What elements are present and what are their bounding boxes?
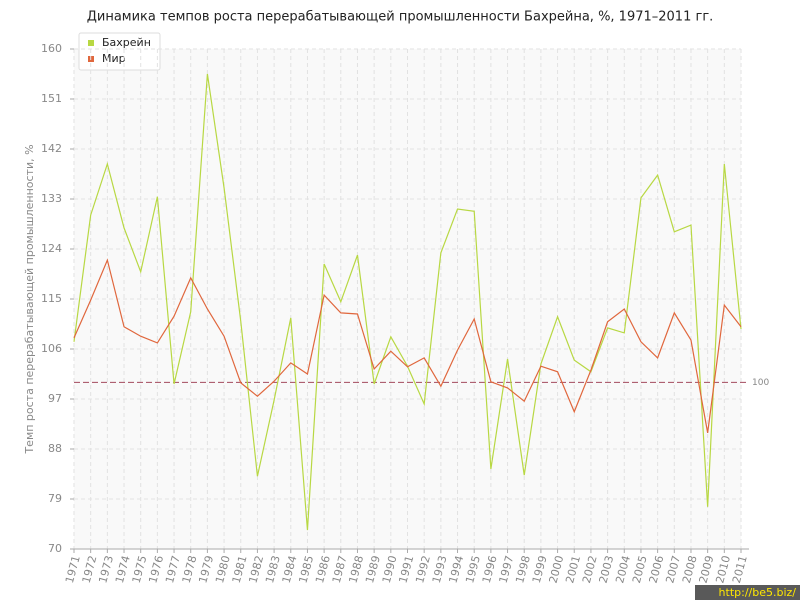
y-axis-label: Темп роста перерабатывающей промышленнос…	[23, 144, 36, 454]
legend: Бахрейн Мир	[78, 32, 161, 71]
reference-label: 100	[752, 378, 769, 388]
y-tick-label: 160	[41, 42, 62, 55]
series-line	[73, 258, 742, 433]
watermark-bg	[695, 585, 800, 600]
y-tick-label: 79	[48, 492, 62, 505]
y-tick-label: 142	[41, 142, 62, 155]
y-tick-label: 115	[41, 292, 62, 305]
legend-swatch	[88, 40, 94, 46]
legend-box	[78, 32, 161, 71]
x-tick-label: 2011	[730, 554, 750, 584]
y-tick-label: 106	[41, 342, 62, 355]
watermark: http://be5.biz/	[719, 586, 797, 599]
y-tick-label: 124	[41, 242, 62, 255]
chart-title: Динамика темпов роста перерабатывающей п…	[87, 10, 714, 25]
y-tick-label: 88	[48, 442, 62, 455]
y-tick-label: 70	[48, 542, 62, 555]
y-tick-label: 97	[48, 392, 62, 405]
legend-label: Мир	[102, 52, 126, 65]
y-tick-label: 151	[41, 92, 62, 105]
legend-label: Бахрейн	[102, 36, 151, 49]
y-tick-label: 133	[41, 192, 62, 205]
